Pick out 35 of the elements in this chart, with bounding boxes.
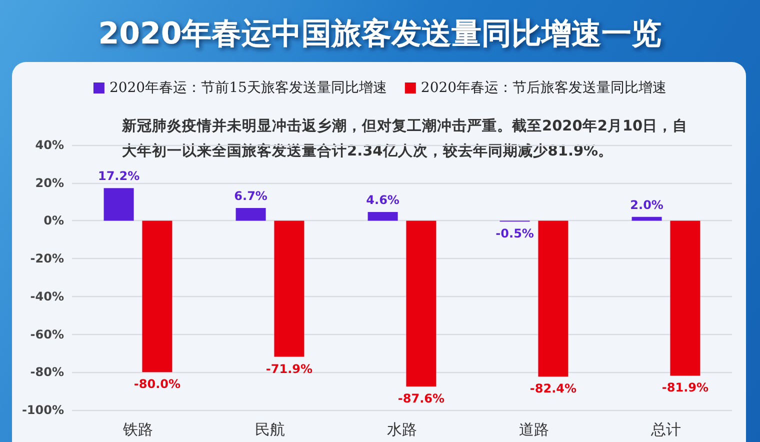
bar [236, 208, 266, 221]
data-label: -81.9% [662, 380, 709, 395]
chart-title: 2020年春运中国旅客发送量同比增速一览 [98, 16, 662, 52]
y-tick-label: -100% [22, 403, 64, 417]
bar [538, 220, 568, 377]
x-tick-label: 总计 [650, 420, 681, 438]
data-label: 17.2% [98, 169, 140, 184]
y-tick-label: -80% [30, 365, 64, 380]
x-tick-label: 水路 [387, 420, 417, 438]
data-label: 2.0% [630, 198, 664, 212]
y-tick-label: -60% [30, 327, 64, 342]
y-tick-label: -20% [30, 252, 64, 266]
y-tick-label: 40% [35, 138, 64, 152]
data-label: -80.0% [134, 377, 181, 392]
x-tick-label: 铁路 [122, 420, 153, 438]
legend-label: 2020年春运：节后旅客发送量同比增速 [420, 80, 667, 96]
y-tick-label: 20% [35, 176, 64, 190]
data-label: -82.4% [530, 382, 577, 396]
bar [104, 188, 134, 221]
data-label: -71.9% [266, 362, 313, 376]
data-label: 4.6% [366, 193, 400, 208]
x-tick-label: 民航 [255, 420, 285, 438]
bar [142, 220, 172, 372]
legend-label: 2020年春运：节前15天旅客发送量同比增速 [109, 80, 387, 96]
data-label: -0.5% [496, 226, 534, 241]
x-tick-label: 道路 [519, 420, 549, 438]
data-label: 6.7% [234, 189, 268, 204]
bar [632, 216, 662, 221]
data-label: -87.6% [398, 392, 445, 406]
y-tick-label: 0% [44, 214, 64, 228]
y-tick-label: -40% [30, 289, 64, 304]
bar [406, 220, 436, 387]
bar [670, 220, 700, 376]
bar [368, 212, 398, 221]
bar [274, 220, 304, 357]
